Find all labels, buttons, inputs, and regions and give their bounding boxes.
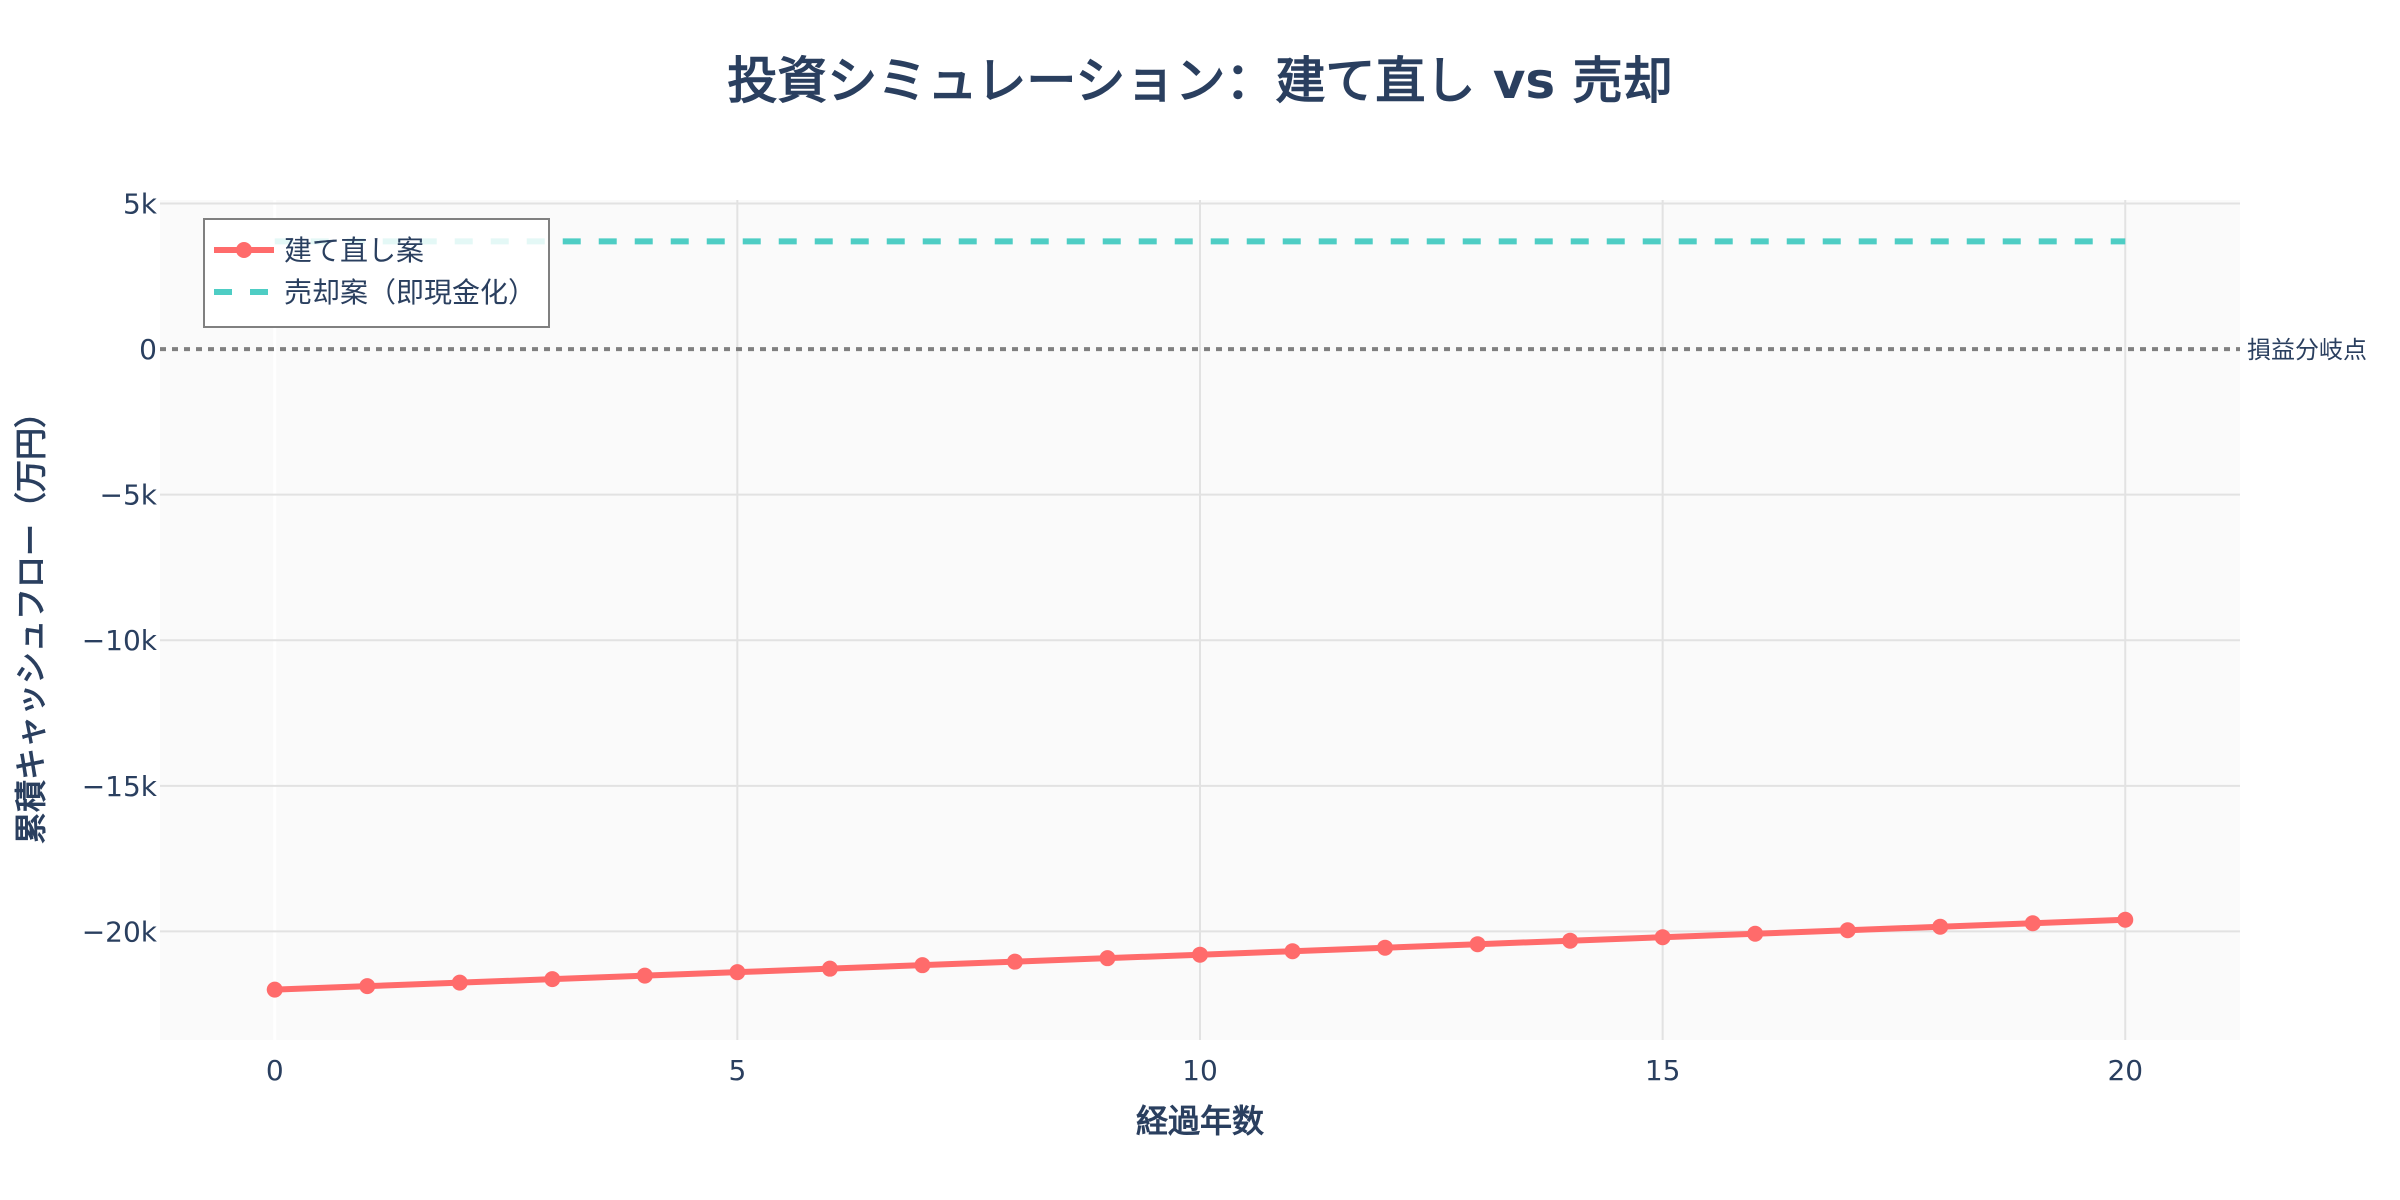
series-layer [266, 238, 2134, 998]
legend-item-sell[interactable]: 売却案（即現金化） [214, 276, 536, 309]
y-tick-label: −10k [82, 624, 158, 657]
x-tick-label: 5 [728, 1054, 746, 1087]
x-axis-title: 経過年数 [1136, 1102, 1265, 1140]
data-point-marker[interactable] [914, 957, 931, 974]
legend-box [203, 218, 550, 328]
data-point-marker[interactable] [2117, 911, 2134, 928]
y-axis-ticks: 5k 0 −5k −10k −15k −20k [82, 187, 158, 948]
legend-marker-icon [236, 242, 252, 258]
y-tick-label: −15k [82, 770, 158, 803]
breakeven-label: 損益分岐点 [2247, 336, 2367, 364]
x-gridlines [273, 200, 2127, 1040]
data-point-marker[interactable] [636, 967, 653, 984]
data-point-marker[interactable] [2024, 915, 2041, 932]
y-tick-label: 0 [139, 333, 157, 366]
data-point-marker[interactable] [1839, 922, 1856, 939]
y-axis-title: 累積キャッシュフロー（万円） [12, 396, 50, 844]
legend-label: 建て直し案 [284, 234, 424, 267]
x-tick-label: 15 [1645, 1054, 1681, 1087]
data-point-marker[interactable] [266, 981, 283, 998]
x-axis-ticks: 0 5 10 15 20 [266, 1054, 2143, 1087]
x-tick-label: 10 [1182, 1054, 1218, 1087]
data-point-marker[interactable] [359, 978, 376, 995]
breakeven-line: 損益分岐点 [160, 336, 2367, 364]
data-point-marker[interactable] [544, 971, 561, 988]
y-tick-label: 5k [123, 187, 158, 220]
data-point-marker[interactable] [1284, 943, 1301, 960]
data-point-marker[interactable] [1469, 936, 1486, 953]
chart-title: 投資シミュレーション：建て直し vs 売却 [727, 52, 1672, 110]
data-point-marker[interactable] [729, 964, 746, 981]
data-point-marker[interactable] [1006, 953, 1023, 970]
x-tick-label: 20 [2107, 1054, 2143, 1087]
legend-item-rebuild[interactable]: 建て直し案 [214, 234, 424, 267]
data-point-marker[interactable] [821, 960, 838, 977]
data-point-marker[interactable] [1099, 950, 1116, 967]
x-tick-label: 0 [266, 1054, 284, 1087]
y-tick-label: −5k [100, 479, 158, 512]
data-point-marker[interactable] [1654, 929, 1671, 946]
data-point-marker[interactable] [1747, 925, 1764, 942]
data-point-marker[interactable] [451, 974, 468, 991]
data-point-marker[interactable] [1192, 946, 1208, 963]
y-tick-label: −20k [82, 915, 158, 948]
data-point-marker[interactable] [1562, 932, 1579, 949]
data-point-marker[interactable] [1932, 918, 1949, 935]
data-point-marker[interactable] [1377, 939, 1394, 956]
legend-label: 売却案（即現金化） [284, 276, 536, 309]
